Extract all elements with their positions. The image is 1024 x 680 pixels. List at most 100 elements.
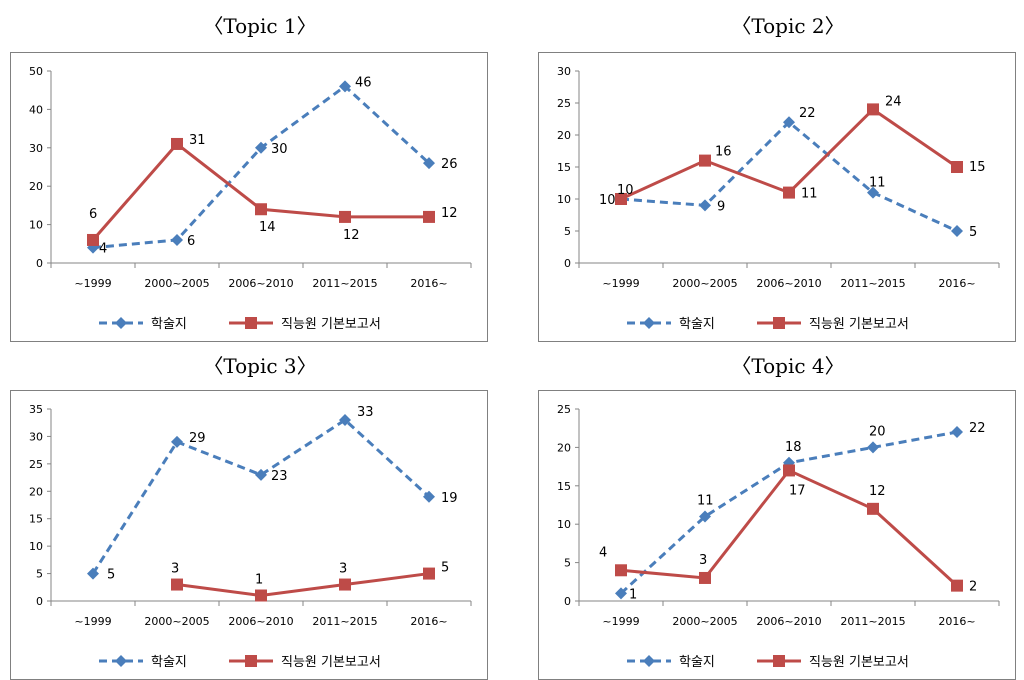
data-point-journal xyxy=(699,199,711,212)
data-point-report xyxy=(951,579,963,592)
data-label: 31 xyxy=(189,133,206,148)
data-point-report xyxy=(87,233,99,246)
data-point-report xyxy=(423,210,435,223)
data-label: 4 xyxy=(99,242,107,257)
data-label: 11 xyxy=(697,494,714,509)
legend-report-label: 직능원 기본보고서 xyxy=(281,655,381,670)
x-tick-label: 2006~2010 xyxy=(756,277,821,290)
data-label: 5 xyxy=(107,568,115,583)
data-point-report xyxy=(339,210,351,223)
legend-journal-marker xyxy=(643,317,655,329)
y-tick-label: 5 xyxy=(36,568,43,581)
y-tick-label: 20 xyxy=(29,485,43,498)
y-tick-label: 15 xyxy=(557,161,571,174)
data-point-journal xyxy=(699,510,711,523)
legend-report-marker xyxy=(245,317,257,329)
data-label: 17 xyxy=(789,483,806,498)
data-label: 10 xyxy=(599,193,616,208)
data-point-journal xyxy=(171,435,183,448)
data-point-journal xyxy=(951,426,963,439)
data-point-report xyxy=(699,154,711,167)
legend-report-label: 직능원 기본보고서 xyxy=(281,317,381,332)
data-label: 1 xyxy=(629,587,637,602)
data-point-report xyxy=(171,137,183,150)
data-point-journal xyxy=(171,233,183,246)
x-tick-label: 2000~2005 xyxy=(672,277,737,290)
data-label: 3 xyxy=(699,553,707,568)
data-label: 3 xyxy=(171,562,179,577)
y-tick-label: 0 xyxy=(36,595,43,608)
data-label: 11 xyxy=(801,187,818,202)
data-label: 10 xyxy=(617,183,634,198)
x-tick-label: 2011~2015 xyxy=(840,277,905,290)
legend-report-label: 직능원 기본보고서 xyxy=(809,655,909,670)
data-label: 24 xyxy=(885,94,902,109)
topic-4-title: 〈Topic 4〉 xyxy=(731,354,845,378)
legend-journal-marker xyxy=(115,317,127,329)
legend-report-marker xyxy=(773,317,785,329)
data-label: 6 xyxy=(89,207,97,222)
x-tick-label: 2016~ xyxy=(410,277,447,290)
topic-2-title: 〈Topic 2〉 xyxy=(731,14,845,38)
series-line-journal xyxy=(619,430,958,595)
y-tick-label: 0 xyxy=(564,257,571,270)
data-point-journal xyxy=(87,567,99,580)
y-tick-label: 20 xyxy=(557,129,571,142)
data-label: 3 xyxy=(339,562,347,577)
legend-journal-marker xyxy=(643,655,655,667)
data-point-report xyxy=(699,571,711,584)
topic-4-chart: 0 5 10 15 20 25 ~1999 2000~2005 2006~2010 2011~20… xyxy=(538,390,1016,680)
x-tick-label: 2011~2015 xyxy=(312,615,377,628)
topic-1-title: 〈Topic 1〉 xyxy=(203,14,317,38)
y-tick-label: 25 xyxy=(557,97,571,110)
legend-journal-label: 학술지 xyxy=(679,655,715,670)
x-tick-label: 2006~2010 xyxy=(228,615,293,628)
legend-report-marker xyxy=(245,655,257,667)
data-label: 1 xyxy=(255,573,263,588)
y-tick-label: 30 xyxy=(29,142,43,155)
data-point-report xyxy=(615,564,627,577)
x-tick-label: ~1999 xyxy=(74,277,111,290)
y-tick-label: 30 xyxy=(557,65,571,78)
y-tick-label: 0 xyxy=(564,595,571,608)
data-point-report xyxy=(255,589,267,602)
data-label: 22 xyxy=(969,421,986,436)
data-point-journal xyxy=(255,141,267,154)
topic-2-chart-svg: 0 5 10 15 20 25 30 ~1999 2000~2005 2006~2010 2011~… xyxy=(557,65,1000,332)
data-label: 4 xyxy=(599,545,607,560)
data-point-report xyxy=(423,567,435,580)
data-label: 18 xyxy=(785,440,802,455)
y-tick-label: 25 xyxy=(557,403,571,416)
data-label: 2 xyxy=(969,580,977,595)
data-label: 22 xyxy=(799,106,816,121)
legend-journal-label: 학술지 xyxy=(151,655,187,670)
data-point-report xyxy=(615,193,627,205)
data-label: 26 xyxy=(441,157,458,172)
legend-journal-label: 학술지 xyxy=(151,317,187,332)
data-point-report xyxy=(783,186,795,199)
data-point-journal xyxy=(339,80,351,93)
y-tick-label: 5 xyxy=(564,225,571,238)
y-tick-label: 10 xyxy=(29,219,43,232)
data-label: 19 xyxy=(441,491,458,506)
x-tick-label: 2006~2010 xyxy=(756,615,821,628)
data-label: 14 xyxy=(259,220,276,235)
y-tick-label: 20 xyxy=(29,180,43,193)
x-tick-label: ~1999 xyxy=(74,615,111,628)
data-label: 12 xyxy=(343,228,360,243)
data-point-report xyxy=(867,502,879,515)
data-label: 20 xyxy=(869,424,886,439)
x-tick-label: 2016~ xyxy=(938,615,975,628)
data-point-report xyxy=(255,203,267,216)
y-tick-label: 10 xyxy=(557,193,571,206)
x-tick-label: 2006~2010 xyxy=(228,277,293,290)
topic-4-chart-svg: 0 5 10 15 20 25 ~1999 2000~2005 2006~2010 2011~20… xyxy=(557,403,1000,670)
data-label: 23 xyxy=(271,469,288,484)
data-point-journal xyxy=(867,441,879,454)
x-tick-label: ~1999 xyxy=(602,615,639,628)
x-tick-label: 2016~ xyxy=(938,277,975,290)
y-tick-label: 20 xyxy=(557,441,571,454)
topic-2-chart: 0 5 10 15 20 25 30 ~1999 2000~2005 2006~2010 2011~… xyxy=(538,52,1016,342)
legend-journal-marker xyxy=(115,655,127,667)
